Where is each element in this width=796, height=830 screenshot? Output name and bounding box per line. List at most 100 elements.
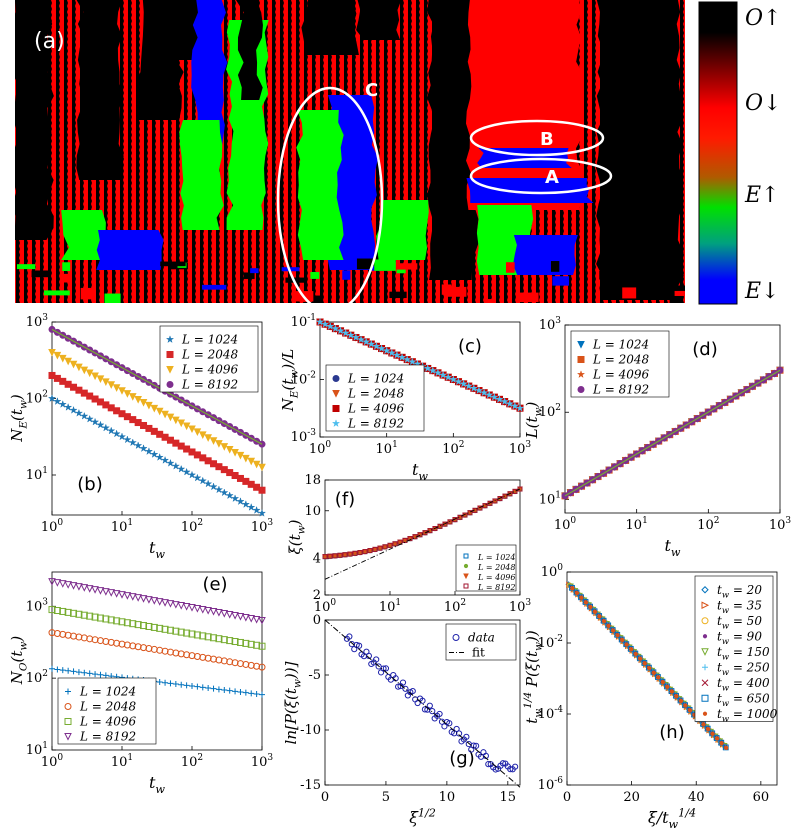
data-point bbox=[177, 602, 186, 610]
data-point bbox=[356, 335, 366, 344]
data-point bbox=[182, 422, 191, 431]
heatmap-domain bbox=[445, 286, 467, 297]
data-point bbox=[86, 635, 94, 643]
heatmap-domain bbox=[550, 261, 560, 272]
data-point bbox=[347, 551, 353, 557]
data-point bbox=[701, 617, 709, 625]
data-point bbox=[423, 364, 432, 373]
data-point bbox=[64, 608, 72, 616]
tick-label: 103 bbox=[26, 313, 49, 330]
data-point bbox=[107, 638, 115, 646]
data-point bbox=[123, 619, 131, 627]
data-point bbox=[507, 491, 513, 497]
heatmap-domain bbox=[596, 0, 684, 300]
tick-label: 10 bbox=[304, 504, 321, 519]
legend-box bbox=[445, 623, 517, 661]
data-point bbox=[701, 679, 709, 687]
panel-label: (f) bbox=[335, 489, 355, 510]
data-point bbox=[633, 651, 638, 657]
data-point bbox=[683, 703, 688, 708]
data-point bbox=[377, 344, 386, 353]
tick-label: 101 bbox=[626, 516, 648, 533]
colorbar-label-e-down: E↓ bbox=[744, 279, 780, 304]
tick-label: 100 bbox=[554, 516, 577, 533]
data-point bbox=[231, 448, 239, 457]
data-point bbox=[139, 398, 148, 407]
heatmap-domain bbox=[505, 262, 515, 273]
heatmap-domain bbox=[61, 210, 106, 260]
data-point bbox=[129, 620, 137, 628]
tick-label: 100 bbox=[314, 598, 337, 615]
data-point bbox=[90, 417, 100, 426]
data-point bbox=[80, 411, 89, 420]
data-point bbox=[382, 544, 388, 550]
data-point bbox=[247, 457, 256, 466]
data-point bbox=[140, 622, 148, 630]
data-point bbox=[326, 321, 335, 331]
data-point bbox=[220, 657, 228, 665]
data-point bbox=[577, 356, 585, 363]
data-point bbox=[221, 687, 228, 694]
data-point bbox=[351, 333, 361, 342]
heatmap-domain bbox=[201, 284, 227, 290]
data-point bbox=[443, 372, 453, 381]
data-point bbox=[204, 607, 212, 615]
data-point bbox=[593, 609, 598, 614]
data-point bbox=[70, 609, 78, 617]
data-point bbox=[166, 351, 174, 358]
data-point bbox=[53, 630, 61, 638]
tick-label: 101 bbox=[376, 440, 398, 457]
data-point bbox=[678, 698, 684, 704]
heatmap-domain bbox=[396, 268, 406, 274]
data-point bbox=[145, 596, 153, 604]
heatmap-domain bbox=[296, 110, 344, 260]
legend-entry: L = 4096 bbox=[477, 573, 515, 582]
x-axis-label: tw​ bbox=[412, 460, 428, 483]
data-point bbox=[367, 548, 373, 554]
data-point bbox=[86, 670, 93, 677]
data-point bbox=[118, 618, 126, 626]
panel-label: (g) bbox=[449, 748, 474, 769]
data-point bbox=[53, 579, 62, 587]
data-point bbox=[433, 368, 443, 377]
data-point bbox=[156, 624, 164, 632]
heatmap-domain bbox=[394, 263, 418, 270]
legend-entry: tw​ = 150 bbox=[717, 645, 770, 662]
legend-entry: L = 8192 bbox=[181, 378, 238, 392]
heatmap-domain bbox=[76, 0, 124, 180]
data-point bbox=[194, 683, 201, 690]
data-point bbox=[189, 683, 195, 690]
data-point bbox=[53, 607, 61, 615]
panel-b: 100 101 102 103 101 102 103 tw​ NE​(tw​) (b) L = 1… bbox=[8, 313, 273, 561]
data-point bbox=[247, 614, 256, 623]
data-point bbox=[402, 685, 409, 692]
heatmap-domain bbox=[599, 270, 619, 280]
data-point bbox=[231, 638, 239, 646]
tick-label: 40 bbox=[688, 790, 705, 805]
tick-label: 103 bbox=[509, 440, 532, 457]
data-point bbox=[144, 447, 154, 456]
data-point bbox=[156, 646, 164, 654]
data-point bbox=[129, 642, 137, 650]
fit-line bbox=[51, 328, 263, 445]
data-point bbox=[315, 317, 325, 326]
data-point bbox=[512, 763, 519, 770]
data-point bbox=[220, 443, 229, 451]
data-point bbox=[402, 355, 412, 364]
data-point bbox=[446, 720, 453, 727]
data-point bbox=[112, 384, 121, 392]
data-point bbox=[53, 351, 62, 360]
data-point bbox=[422, 530, 428, 536]
data-point bbox=[172, 649, 180, 657]
legend-entry: tw​ = 90 bbox=[717, 629, 762, 646]
data-point bbox=[485, 390, 494, 399]
data-point bbox=[205, 685, 212, 692]
data-point bbox=[101, 423, 111, 432]
colorbar bbox=[698, 1, 738, 305]
data-point bbox=[242, 689, 249, 696]
data-point bbox=[70, 632, 78, 640]
data-point bbox=[225, 446, 234, 454]
data-point bbox=[64, 581, 72, 589]
tick-label: 20 bbox=[623, 790, 640, 805]
